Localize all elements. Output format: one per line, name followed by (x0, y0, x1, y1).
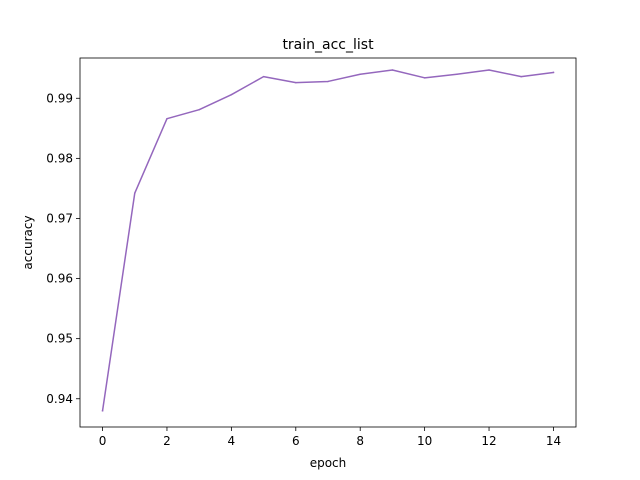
data-point (166, 117, 168, 120)
data-point (134, 192, 136, 194)
data-point (295, 81, 297, 84)
y-tick-label: 0.98 (46, 151, 73, 165)
x-axis-label: epoch (310, 456, 347, 470)
data-point (327, 80, 329, 83)
axes-layer (79, 57, 577, 428)
x-axis-ticks: 0 2 4 6 8 10 12 14 (99, 427, 561, 448)
y-tick-label: 0.95 (46, 332, 73, 346)
y-tick-label: 0.94 (46, 392, 73, 406)
y-tick-label: 0.97 (46, 211, 73, 225)
series-layer (101, 69, 555, 412)
data-point (262, 75, 265, 78)
y-axis-label: accuracy (21, 215, 35, 269)
data-point (456, 73, 458, 75)
data-point (198, 108, 200, 111)
y-axis-ticks: 0.94 0.95 0.96 0.97 0.98 0.99 (46, 91, 80, 406)
data-point (359, 73, 361, 75)
plot-frame (79, 57, 577, 428)
y-tick-label: 0.99 (46, 91, 73, 105)
data-point (230, 93, 233, 96)
data-point (101, 410, 104, 412)
x-tick-label: 8 (356, 434, 364, 448)
data-point (423, 77, 426, 79)
x-tick-label: 4 (228, 434, 236, 448)
data-point (488, 69, 490, 71)
data-point (520, 75, 522, 78)
data-point (391, 69, 394, 71)
x-tick-label: 12 (481, 434, 496, 448)
x-tick-label: 14 (546, 434, 561, 448)
y-tick-label: 0.96 (46, 272, 73, 286)
x-tick-label: 6 (292, 434, 300, 448)
x-tick-label: 10 (417, 434, 432, 448)
x-tick-label: 2 (163, 434, 171, 448)
chart-title: train_acc_list (282, 37, 374, 53)
x-tick-label: 0 (99, 434, 107, 448)
plot-area (80, 58, 576, 427)
data-point (552, 71, 555, 74)
